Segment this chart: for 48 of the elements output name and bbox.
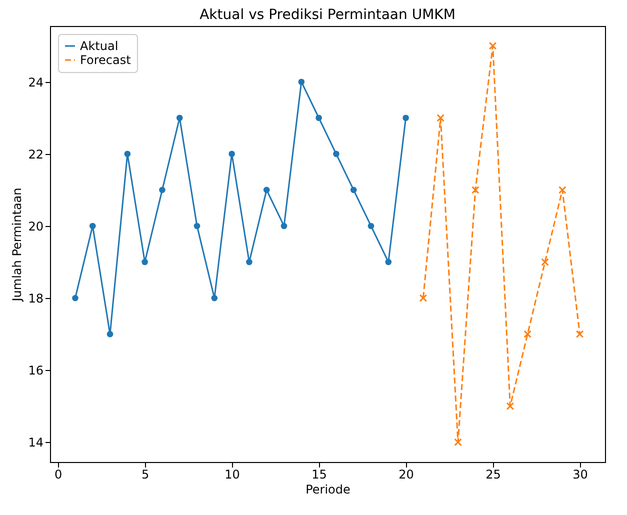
point bbox=[280, 222, 288, 230]
y-tick-label: 18 bbox=[28, 292, 44, 306]
point bbox=[194, 222, 200, 230]
y-tick-label: 16 bbox=[28, 364, 44, 378]
point bbox=[368, 222, 374, 230]
point bbox=[228, 150, 235, 158]
point bbox=[488, 42, 497, 50]
x-tick-label: 0 bbox=[54, 468, 62, 482]
y-tick-label: 20 bbox=[28, 219, 44, 234]
chart-title: Aktual vs Prediksi Permintaan UMKM bbox=[200, 7, 456, 23]
y-tick-label: 24 bbox=[28, 75, 44, 90]
point bbox=[385, 258, 392, 266]
legend-label: Forecast bbox=[80, 53, 132, 67]
point bbox=[471, 186, 480, 194]
point bbox=[263, 186, 270, 194]
point bbox=[541, 258, 549, 266]
point bbox=[454, 438, 462, 446]
point bbox=[124, 150, 131, 158]
point bbox=[402, 114, 409, 122]
point bbox=[419, 294, 428, 302]
point bbox=[558, 186, 566, 194]
y-axis-title: Jumlah Permintaan bbox=[10, 188, 24, 302]
x-tick-label: 5 bbox=[142, 468, 150, 482]
x-axis-title: Periode bbox=[306, 482, 350, 496]
y-tick-label: 22 bbox=[28, 147, 44, 162]
point bbox=[524, 330, 532, 338]
point bbox=[142, 258, 148, 266]
x-tick-label: 20 bbox=[398, 468, 414, 482]
point bbox=[576, 330, 584, 338]
legend-label: Aktual bbox=[80, 39, 118, 53]
point bbox=[316, 114, 322, 122]
point bbox=[176, 114, 183, 122]
point bbox=[298, 78, 305, 86]
point bbox=[211, 294, 218, 302]
point bbox=[72, 294, 78, 302]
point bbox=[89, 222, 96, 230]
point bbox=[506, 402, 514, 410]
point bbox=[350, 186, 357, 194]
x-tick-label: 10 bbox=[224, 468, 240, 482]
point bbox=[436, 114, 444, 122]
point bbox=[246, 258, 252, 266]
point bbox=[106, 330, 114, 338]
x-tick-label: 15 bbox=[312, 468, 327, 482]
y-tick-label: 14 bbox=[28, 436, 44, 450]
point bbox=[159, 186, 166, 194]
point bbox=[333, 150, 340, 158]
x-tick-label: 25 bbox=[486, 468, 501, 482]
x-tick-label: 30 bbox=[572, 468, 588, 482]
